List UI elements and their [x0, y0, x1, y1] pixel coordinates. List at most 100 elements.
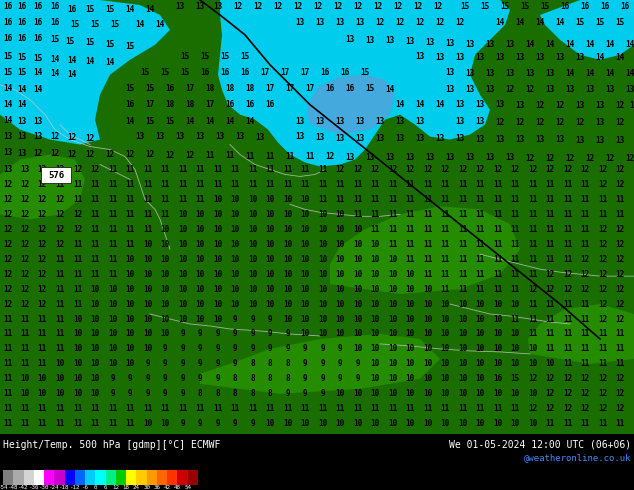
Text: 12: 12 — [598, 315, 607, 323]
Text: 13: 13 — [495, 135, 505, 144]
Text: 10: 10 — [476, 299, 484, 309]
Text: 14: 14 — [545, 40, 555, 49]
Text: 13: 13 — [3, 165, 13, 174]
Text: 12: 12 — [616, 225, 624, 234]
Text: 10: 10 — [405, 329, 415, 339]
Text: 12: 12 — [616, 299, 624, 309]
Text: 11: 11 — [143, 165, 153, 174]
Text: 10: 10 — [195, 210, 205, 219]
Text: 11: 11 — [301, 165, 309, 174]
Text: 10: 10 — [266, 195, 275, 204]
Text: 12: 12 — [526, 154, 534, 163]
Text: 10: 10 — [74, 374, 82, 383]
Text: 16: 16 — [126, 100, 134, 109]
Text: 15: 15 — [510, 374, 520, 383]
Text: 10: 10 — [108, 359, 118, 368]
Text: 10: 10 — [230, 270, 240, 279]
Text: 11: 11 — [580, 315, 590, 323]
Text: 14: 14 — [436, 100, 444, 109]
Text: 10: 10 — [195, 255, 205, 264]
Text: 13: 13 — [515, 53, 524, 62]
Text: 11: 11 — [389, 240, 398, 249]
Text: 10: 10 — [91, 315, 100, 323]
Text: 14: 14 — [625, 40, 634, 49]
Text: 11: 11 — [545, 240, 555, 249]
Text: 10: 10 — [493, 315, 503, 323]
Text: 11: 11 — [545, 299, 555, 309]
Text: 11: 11 — [195, 404, 205, 413]
Text: 11: 11 — [424, 180, 432, 189]
Text: 11: 11 — [580, 359, 590, 368]
Text: 12: 12 — [564, 270, 573, 279]
Text: 13: 13 — [526, 69, 534, 78]
Text: 12: 12 — [458, 165, 468, 174]
Text: 11: 11 — [108, 404, 118, 413]
Text: 12: 12 — [505, 85, 515, 94]
Text: 10: 10 — [458, 299, 468, 309]
Text: 11: 11 — [510, 315, 520, 323]
Text: 10: 10 — [405, 285, 415, 294]
Text: 10: 10 — [318, 315, 328, 323]
Text: 12: 12 — [20, 210, 30, 219]
Bar — [75, 470, 85, 485]
Text: 12: 12 — [37, 210, 47, 219]
Text: 10: 10 — [283, 299, 293, 309]
Text: 10: 10 — [249, 285, 257, 294]
Text: 11: 11 — [389, 404, 398, 413]
Text: 11: 11 — [249, 180, 257, 189]
Text: 10: 10 — [266, 299, 275, 309]
Text: 9: 9 — [163, 359, 167, 368]
Text: 11: 11 — [476, 180, 484, 189]
Text: 10: 10 — [353, 299, 363, 309]
Text: 10: 10 — [283, 285, 293, 294]
Text: 54: 54 — [184, 486, 191, 490]
Text: 10: 10 — [335, 299, 345, 309]
Text: 11: 11 — [20, 329, 30, 339]
Text: 12: 12 — [74, 165, 82, 174]
Text: 11: 11 — [545, 180, 555, 189]
Text: 15: 15 — [181, 52, 190, 61]
Text: 11: 11 — [74, 195, 82, 204]
Text: 12: 12 — [545, 374, 555, 383]
Bar — [116, 470, 126, 485]
Text: 17: 17 — [205, 100, 215, 109]
Text: 13: 13 — [566, 85, 574, 94]
Text: 10: 10 — [266, 225, 275, 234]
Text: 10: 10 — [335, 315, 345, 323]
Text: 13: 13 — [235, 132, 245, 141]
Text: 9: 9 — [233, 359, 237, 368]
Text: 13: 13 — [176, 132, 184, 141]
Text: 9: 9 — [233, 315, 237, 323]
Text: 11: 11 — [318, 195, 328, 204]
Text: 12: 12 — [105, 150, 115, 159]
Text: 9: 9 — [268, 344, 273, 353]
Text: 13: 13 — [455, 53, 465, 62]
Text: 12: 12 — [3, 225, 13, 234]
Text: 15: 15 — [460, 2, 470, 11]
Text: 10: 10 — [370, 255, 380, 264]
Text: 10: 10 — [301, 329, 309, 339]
Text: 12: 12 — [616, 255, 624, 264]
Text: 11: 11 — [108, 225, 118, 234]
Text: 15: 15 — [200, 52, 210, 61]
Text: 12: 12 — [3, 240, 13, 249]
Text: 10: 10 — [318, 270, 328, 279]
Text: 11: 11 — [160, 165, 170, 174]
Text: 13: 13 — [365, 36, 375, 46]
Text: 12: 12 — [434, 2, 443, 11]
Bar — [146, 470, 157, 485]
Text: 8: 8 — [268, 374, 273, 383]
Text: 11: 11 — [424, 240, 432, 249]
Text: 11: 11 — [230, 180, 240, 189]
Bar — [157, 470, 167, 485]
Text: 11: 11 — [564, 255, 573, 264]
Text: 12: 12 — [605, 154, 614, 163]
Bar — [44, 470, 55, 485]
Text: 13: 13 — [486, 85, 495, 94]
Text: 11: 11 — [230, 165, 240, 174]
Text: 11: 11 — [458, 285, 468, 294]
Text: 11: 11 — [55, 255, 65, 264]
Text: 13: 13 — [17, 132, 27, 141]
Text: 10: 10 — [20, 389, 30, 398]
Text: 14: 14 — [126, 5, 134, 15]
